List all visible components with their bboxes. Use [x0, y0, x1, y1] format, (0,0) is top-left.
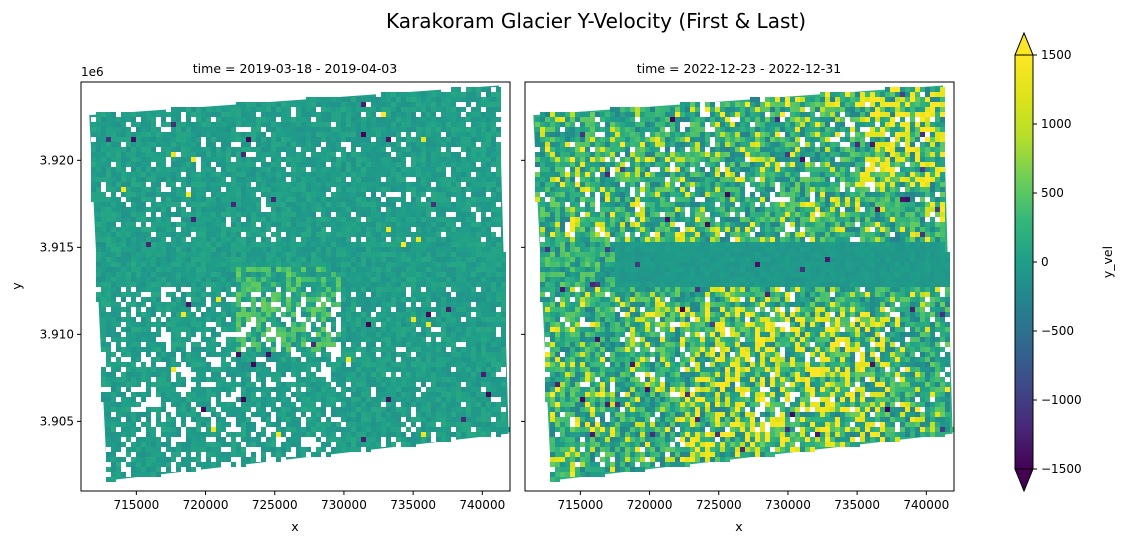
y-tick-label: 3.905	[40, 414, 74, 428]
x-axis-label-last: x	[735, 519, 742, 534]
panel-last-frame	[524, 81, 955, 492]
x-tick-label: 725000	[696, 498, 742, 512]
x-tick-label: 715000	[113, 498, 159, 512]
y-axis-label: y	[9, 282, 24, 290]
colorbar-gradient	[1014, 54, 1034, 470]
chart-title: Karakoram Glacier Y-Velocity (First & La…	[386, 9, 806, 33]
colorbar-tick-label: 0	[1041, 255, 1049, 269]
x-tick-label: 735000	[834, 498, 880, 512]
velocity-cells	[91, 87, 510, 482]
x-tick-label: 720000	[627, 498, 673, 512]
velocity-heatmap-last	[533, 85, 954, 482]
x-axis-label-first: x	[291, 519, 298, 534]
colorbar-tick-label: −1000	[1041, 393, 1082, 407]
colorbar-tick-label: 1500	[1041, 48, 1072, 62]
x-tick-label: 730000	[765, 498, 811, 512]
y-tick-label: 3.915	[40, 240, 74, 254]
colorbar-extend-max	[1014, 31, 1034, 56]
panel-first-frame	[80, 81, 511, 492]
panel-last-subtitle: time = 2022-12-23 - 2022-12-31	[637, 61, 841, 76]
x-tick-label: 720000	[183, 498, 229, 512]
panel-first: time = 2019-03-18 - 2019-04-03 715000 720…	[9, 61, 511, 534]
y-tick-label: 3.910	[40, 327, 74, 341]
velocity-heatmap-first	[89, 85, 510, 482]
velocity-cells	[535, 87, 954, 482]
panel-last: time = 2022-12-23 - 2022-12-31 715000 720…	[521, 61, 955, 534]
colorbar-label: y_vel	[1100, 246, 1115, 278]
x-tick-label: 735000	[390, 498, 436, 512]
y-offset-label: 1e6	[81, 65, 104, 79]
colorbar-tick-label: −500	[1041, 324, 1074, 338]
x-tick-label: 740000	[459, 498, 505, 512]
colorbar-tick-label: 500	[1041, 186, 1064, 200]
x-axis-ticks-last: 715000 720000 725000 730000 735000 740000	[557, 491, 949, 512]
x-tick-label: 740000	[903, 498, 949, 512]
colorbar-tick-label: −1500	[1041, 462, 1082, 476]
x-tick-label: 715000	[557, 498, 603, 512]
y-tick-label: 3.920	[40, 153, 74, 167]
colorbar-ticks: −1500 −1000 −500 0 500 1000 1500	[1033, 48, 1082, 476]
x-axis-ticks-first: 715000 720000 725000 730000 735000 740000	[113, 491, 505, 512]
y-axis-ticks-last	[521, 159, 525, 422]
panel-first-subtitle: time = 2019-03-18 - 2019-04-03	[193, 61, 397, 76]
y-axis-ticks-first: 3.905 3.910 3.915 3.920	[40, 153, 81, 428]
colorbar-tick-label: 1000	[1041, 117, 1072, 131]
colorbar: −1500 −1000 −500 0 500 1000 1500 y_vel	[1014, 31, 1115, 493]
colorbar-extend-min	[1014, 468, 1034, 493]
x-tick-label: 725000	[252, 498, 298, 512]
x-tick-label: 730000	[321, 498, 367, 512]
